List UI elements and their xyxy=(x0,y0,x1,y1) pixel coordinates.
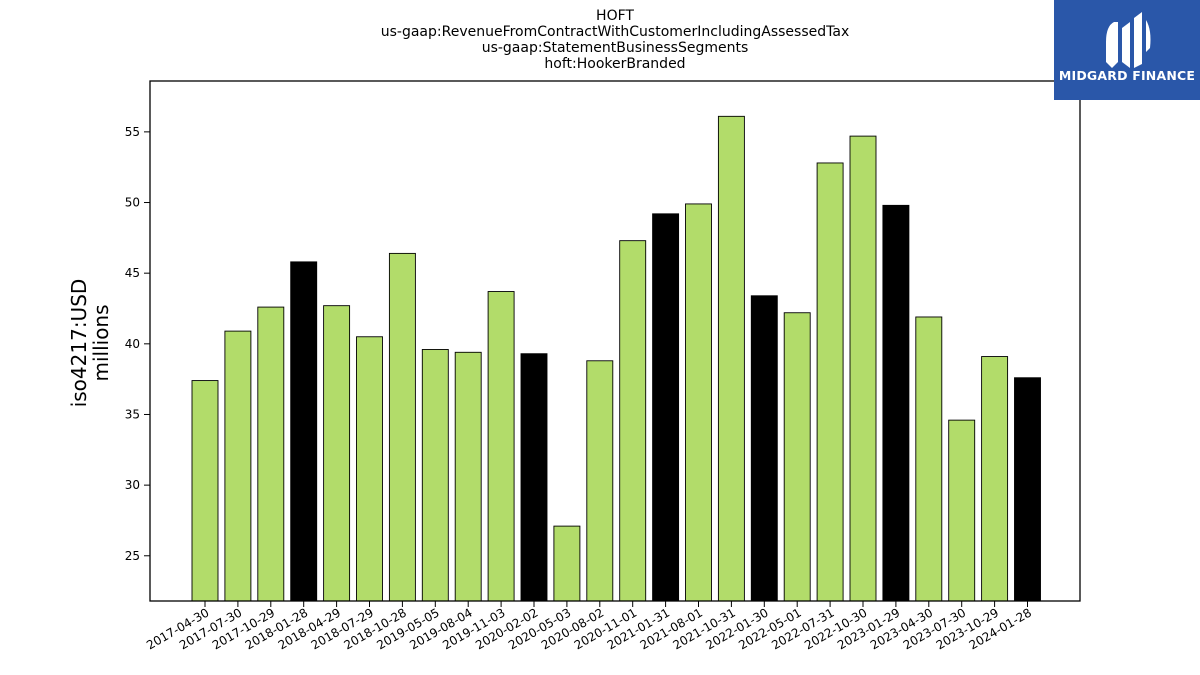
bars-group xyxy=(191,115,1041,602)
y-axis-ticks: 25 30 35 40 45 50 55 xyxy=(125,125,150,563)
y-tick-label: 40 xyxy=(125,337,140,351)
title-line-4: hoft:HookerBranded xyxy=(544,56,685,72)
bar-2019-11-03 xyxy=(487,291,515,602)
y-tick-label: 55 xyxy=(125,125,140,139)
logo-text: MIDGARD FINANCE xyxy=(1058,68,1196,83)
brand-logo: MIDGARD FINANCE xyxy=(1054,0,1200,100)
bar-2021-08-01 xyxy=(685,203,712,602)
bar-2018-04-29 xyxy=(323,305,351,602)
bar-2022-10-30 xyxy=(849,135,877,602)
plot-frame xyxy=(149,80,1081,602)
bar-2018-07-29 xyxy=(356,336,383,602)
bar-2018-01-28 xyxy=(290,261,318,602)
bar-2017-10-29 xyxy=(257,306,285,602)
chart-title: HOFT us-gaap:RevenueFromContractWithCust… xyxy=(381,8,850,72)
bar-2023-10-29 xyxy=(981,356,1009,602)
bar-2020-02-02 xyxy=(520,353,548,602)
bar-2023-07-30 xyxy=(948,419,976,602)
bar-2023-01-29 xyxy=(882,204,910,602)
y-axis-label-line-2: millions xyxy=(89,304,113,381)
bar-2017-07-30 xyxy=(224,330,252,602)
bar-2017-04-30 xyxy=(191,380,219,602)
bar-2019-05-05 xyxy=(421,349,449,602)
bar-2022-05-01 xyxy=(783,312,811,602)
y-axis-label-line-1: iso4217:USD xyxy=(67,279,91,408)
y-axis-label: iso4217:USD millions xyxy=(67,279,113,408)
y-tick-label: 50 xyxy=(125,196,140,210)
bar-2019-08-04 xyxy=(454,351,482,602)
title-line-1: HOFT xyxy=(596,8,634,24)
bar-2020-05-03 xyxy=(553,525,581,602)
title-line-2: us-gaap:RevenueFromContractWithCustomerI… xyxy=(381,24,850,40)
x-axis-ticks: 2017-04-302017-07-302017-10-292018-01-28… xyxy=(144,601,1034,652)
title-line-3: us-gaap:StatementBusinessSegments xyxy=(482,40,749,56)
bar-2021-01-31 xyxy=(652,213,680,602)
bar-2022-07-31 xyxy=(816,162,844,602)
bar-2020-08-02 xyxy=(586,360,614,602)
y-tick-label: 35 xyxy=(125,407,140,421)
midgard-logo-icon xyxy=(1106,12,1151,68)
bar-2018-10-28 xyxy=(388,252,416,602)
y-tick-label: 30 xyxy=(125,478,140,492)
bar-2024-01-28 xyxy=(1014,377,1041,602)
y-tick-label: 45 xyxy=(125,266,140,280)
bar-2021-10-31 xyxy=(717,115,745,602)
bar-2023-04-30 xyxy=(915,316,943,602)
y-tick-label: 25 xyxy=(125,549,140,563)
bar-2022-01-30 xyxy=(750,295,778,602)
bar-2020-11-01 xyxy=(619,240,647,602)
